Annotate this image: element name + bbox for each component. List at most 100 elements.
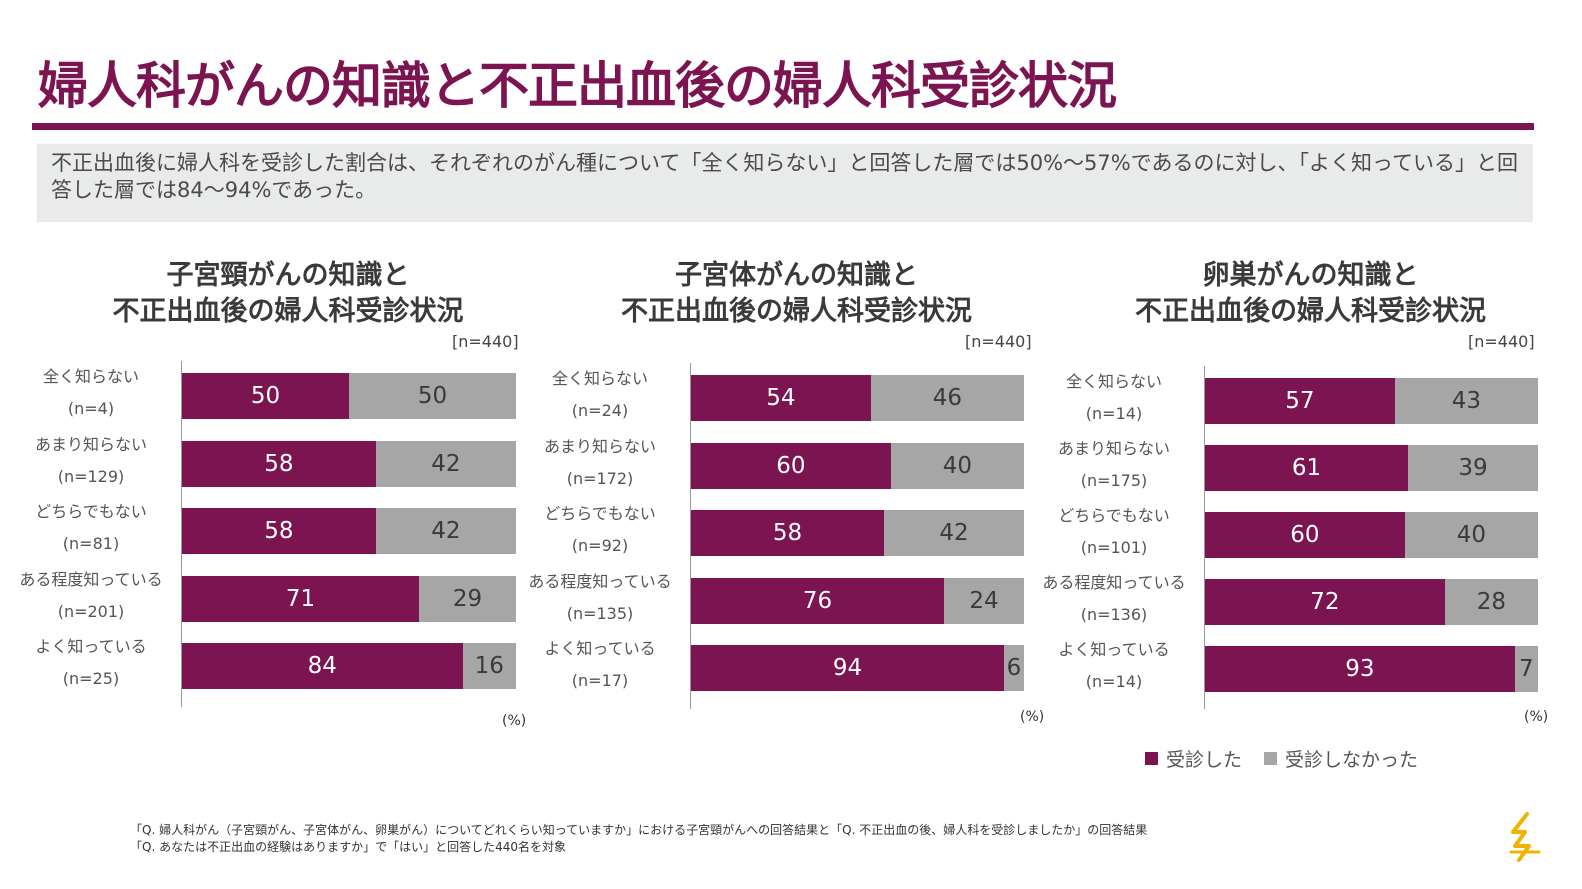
category-label: あまり知らない (n=172) [520, 431, 680, 495]
category-label: よく知っている (n=25) [11, 631, 171, 695]
footnote-sample: 「Q. あなたは不正出血の経験はありますか」で「はい」と回答した440名を対象 [130, 840, 566, 854]
legend-item-yes: 受診した [1145, 745, 1242, 772]
chart-sample-size: [n=440] [452, 332, 519, 351]
bar-segment-not-visited: 42 [375, 440, 516, 487]
chart-panel-3: 卵巣がんの知識と不正出血後の婦人科受診状況 [n=440] 全く知らない (n=14)… [1015, 258, 1575, 738]
chart-axis [1204, 366, 1205, 709]
bar-segment-not-visited: 50 [349, 373, 516, 419]
chart-title: 子宮頸がんの知識と 不正出血後の婦人科受診状況 [21, 258, 555, 330]
bar-row: 94 6 [691, 645, 1024, 691]
bar-row: 50 50 [182, 373, 516, 419]
category-label: 全く知らない (n=4) [11, 361, 171, 425]
chart-panel-2: 子宮体がんの知識と 不正出血後の婦人科受診状況 [n=440] 全く知らない (n=24… [510, 258, 1045, 738]
bar-segment-not-visited: 29 [419, 575, 516, 622]
unit-label: (%) [1020, 709, 1045, 725]
category-label: ある程度知っている (n=135) [520, 566, 680, 630]
category-label: どちらでもない (n=101) [1034, 500, 1194, 564]
category-name: よく知っている [35, 637, 147, 656]
bar-segment-visited: 93 [1205, 646, 1515, 692]
category-label: 全く知らない (n=14) [1034, 366, 1194, 430]
category-name: どちらでもない [544, 504, 656, 523]
bar-segment-visited: 60 [1205, 512, 1405, 558]
chart-title: 卵巣がんの知識と不正出血後の婦人科受診状況 [1044, 258, 1577, 330]
legend-item-no: 受診しなかった [1264, 745, 1418, 772]
bar-segment-visited: 54 [691, 375, 871, 421]
chart-sample-size: [n=440] [965, 332, 1032, 351]
chart-title-line1: 卵巣がんの知識と [1202, 260, 1419, 291]
bar-segment-not-visited: 42 [375, 508, 516, 554]
category-name: ある程度知っている [19, 569, 163, 589]
bar-row: 60 40 [1205, 512, 1538, 558]
category-label: あまり知らない (n=175) [1034, 433, 1194, 497]
bar-row: 57 43 [1205, 378, 1538, 424]
bar-row: 72 28 [1205, 579, 1538, 625]
category-name: どちらでもない [1058, 506, 1170, 525]
legend-label-no: 受診しなかった [1285, 749, 1419, 771]
category-n: (n=135) [566, 603, 634, 623]
bar-row: 54 46 [691, 375, 1024, 421]
chart-title: 子宮体がんの知識と 不正出血後の婦人科受診状況 [530, 258, 1063, 330]
bar-segment-visited: 84 [182, 643, 463, 689]
category-n: (n=14) [1085, 672, 1143, 691]
page-title: 婦人科がんの知識と不正出血後の婦人科受診状況 [38, 57, 1117, 115]
unit-label: (%) [1524, 709, 1549, 725]
bar-segment-visited: 71 [182, 575, 420, 622]
legend-label-yes: 受診した [1166, 749, 1243, 771]
bar-row: 58 42 [691, 510, 1024, 556]
bar-segment-visited: 60 [691, 442, 891, 489]
category-name: ある程度知っている [528, 571, 672, 591]
bar-row: 84 16 [182, 643, 516, 689]
category-name: よく知っている [544, 639, 656, 658]
summary-box: 不正出血後に婦人科を受診した割合は、それぞれのがん種について「全く知らない」と回… [37, 144, 1533, 222]
bar-segment-visited: 58 [182, 508, 376, 554]
bar-segment-not-visited: 40 [1404, 512, 1538, 558]
category-label: よく知っている (n=14) [1034, 634, 1194, 698]
legend-swatch-yes [1145, 752, 1158, 765]
bar-segment-not-visited: 46 [870, 375, 1024, 421]
bar-segment-not-visited: 28 [1444, 579, 1538, 625]
category-label: どちらでもない (n=92) [520, 498, 680, 562]
bar-segment-not-visited: 24 [944, 577, 1024, 624]
category-name: 全く知らない [42, 367, 139, 386]
category-name: あまり知らない [543, 436, 656, 456]
bar-segment-not-visited: 6 [1004, 645, 1024, 691]
chart-panel-1: 子宮頸がんの知識と 不正出血後の婦人科受診状況 [n=440] 全く知らない (n=4)… [0, 258, 545, 738]
category-n: (n=92) [571, 536, 629, 555]
chart-title-line2: 不正出血後の婦人科受診状況 [621, 296, 972, 327]
bar-segment-visited: 61 [1205, 445, 1409, 491]
bar-row: 76 24 [691, 577, 1024, 624]
bar-segment-visited: 58 [691, 510, 885, 556]
chart-title-line2: 不正出血後の婦人科受診状況 [1135, 296, 1486, 327]
category-name: よく知っている [1058, 640, 1170, 659]
chart-axis [181, 361, 182, 707]
bar-segment-visited: 58 [182, 440, 376, 487]
bar-segment-not-visited: 42 [884, 510, 1024, 556]
category-label: よく知っている (n=17) [520, 633, 680, 697]
category-n: (n=136) [1080, 605, 1148, 624]
bar-segment-not-visited: 39 [1408, 445, 1538, 491]
bar-segment-not-visited: 7 [1514, 646, 1538, 692]
summary-text: 不正出血後に婦人科を受診した割合は、それぞれのがん種について「全く知らない」と回… [51, 151, 1518, 202]
bar-row: 58 42 [182, 440, 516, 487]
category-name: ある程度知っている [1042, 573, 1186, 592]
chart-sample-size: [n=440] [1468, 332, 1535, 351]
category-n: (n=24) [571, 401, 629, 420]
title-divider [32, 123, 1534, 130]
category-n: (n=14) [1085, 404, 1143, 423]
chart-title-line2: 不正出血後の婦人科受診状況 [112, 296, 464, 327]
footnote-question: 「Q. 婦人科がん（子宮頸がん、子宮体がん、卵巣がん）についてどれくらい知ってい… [130, 823, 1148, 837]
category-n: (n=17) [571, 671, 629, 690]
category-n: (n=175) [1080, 471, 1148, 490]
category-n: (n=81) [62, 534, 120, 553]
bar-segment-visited: 76 [691, 577, 945, 624]
bar-segment-visited: 50 [182, 373, 349, 419]
category-n: (n=201) [57, 601, 125, 621]
bar-segment-not-visited: 43 [1394, 378, 1538, 424]
category-label: あまり知らない (n=129) [11, 429, 171, 493]
category-name: あまり知らない [34, 434, 147, 454]
bar-segment-visited: 72 [1205, 579, 1445, 625]
chart-axis [690, 363, 691, 709]
bar-row: 71 29 [182, 575, 516, 622]
bar-segment-not-visited: 16 [462, 643, 516, 689]
legend-swatch-no [1264, 752, 1278, 765]
